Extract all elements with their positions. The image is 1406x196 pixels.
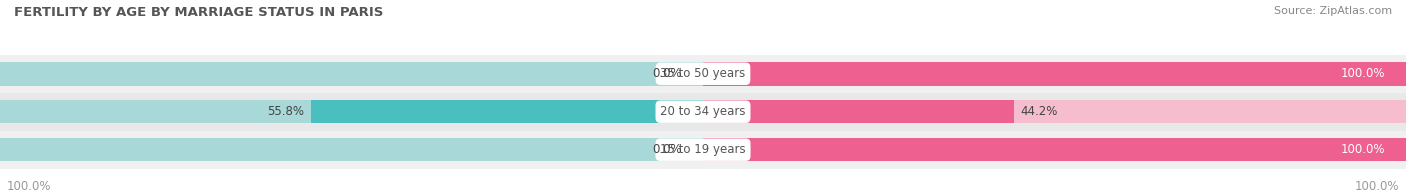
Text: 100.0%: 100.0% (1340, 143, 1385, 156)
Bar (0, 93, 1406, 131)
Bar (703, 138, 1406, 162)
Bar (311, 100, 703, 123)
Bar (703, 100, 1406, 123)
Text: 100.0%: 100.0% (1354, 180, 1399, 193)
Text: Source: ZipAtlas.com: Source: ZipAtlas.com (1274, 6, 1392, 16)
Text: FERTILITY BY AGE BY MARRIAGE STATUS IN PARIS: FERTILITY BY AGE BY MARRIAGE STATUS IN P… (14, 6, 384, 19)
Text: 0.0%: 0.0% (652, 67, 682, 80)
Bar (0, 138, 703, 162)
Text: 100.0%: 100.0% (1340, 67, 1385, 80)
Text: 35 to 50 years: 35 to 50 years (661, 67, 745, 80)
Bar (0, 55, 1406, 93)
Bar (703, 138, 1406, 162)
Bar (0, 100, 703, 123)
Text: 100.0%: 100.0% (7, 180, 52, 193)
Text: 20 to 34 years: 20 to 34 years (661, 105, 745, 118)
Bar (703, 100, 1014, 123)
Text: 15 to 19 years: 15 to 19 years (661, 143, 745, 156)
Text: 0.0%: 0.0% (652, 143, 682, 156)
Bar (0, 131, 1406, 169)
Text: 44.2%: 44.2% (1021, 105, 1059, 118)
Text: 55.8%: 55.8% (267, 105, 304, 118)
Bar (0, 62, 703, 85)
Bar (703, 62, 1406, 85)
Bar (703, 62, 1406, 85)
